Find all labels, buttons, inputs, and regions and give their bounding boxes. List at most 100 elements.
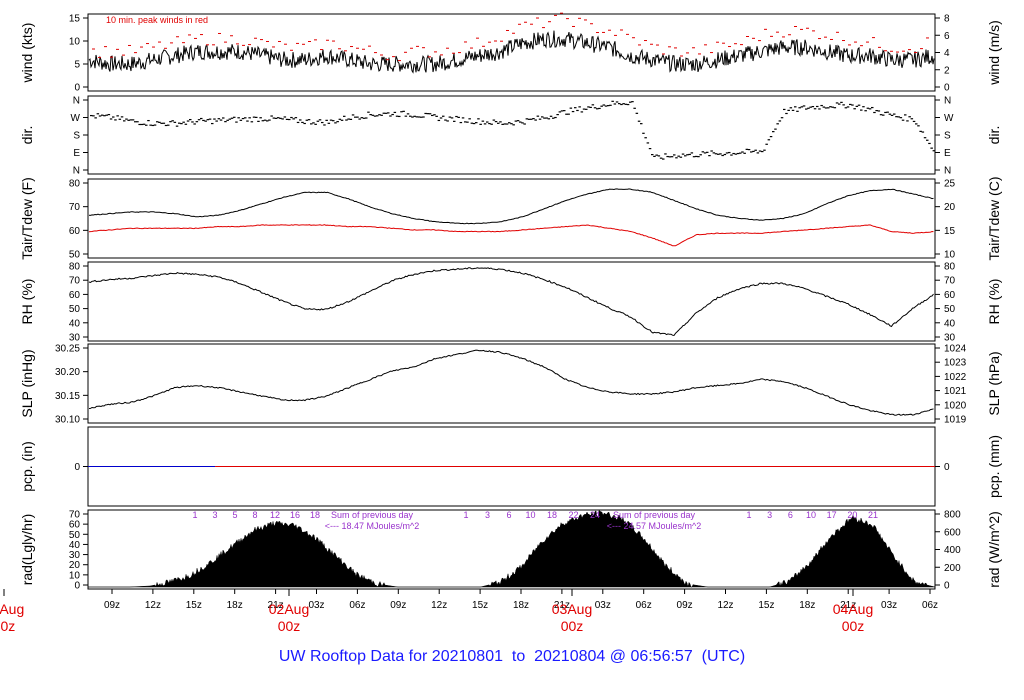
ytick-label-right-temp: 10 bbox=[944, 250, 956, 261]
rad-sum-line1: Sum of previous day bbox=[331, 510, 414, 520]
ytick-label-left-rh: 40 bbox=[69, 318, 81, 329]
ytick-label-left-temp: 80 bbox=[69, 179, 81, 190]
ytick-label-right-dir: W bbox=[944, 113, 954, 124]
xtick-label: 12z bbox=[145, 600, 161, 611]
ytick-label-right-wind: 4 bbox=[944, 48, 950, 59]
rad-hour-label: 20 bbox=[847, 510, 857, 520]
xtick-label: 12z bbox=[431, 600, 447, 611]
ytick-label-right-rh: 30 bbox=[944, 333, 956, 344]
ylabel-right-dir: dir. bbox=[986, 126, 1002, 145]
ytick-label-right-dir: N bbox=[944, 96, 951, 107]
xtick-label: 06z bbox=[636, 600, 652, 611]
ytick-label-left-rad: 10 bbox=[69, 570, 81, 581]
ylabel-right-rad: rad (W/m^2) bbox=[986, 511, 1002, 588]
chart-footer-title: UW Rooftop Data for 20210801 to 20210804… bbox=[0, 648, 1024, 666]
ytick-label-right-rad: 600 bbox=[944, 527, 961, 538]
series-tair bbox=[88, 188, 934, 225]
day-label-bottom: 00z bbox=[561, 618, 584, 634]
ytick-label-right-wind: 2 bbox=[944, 65, 950, 76]
series-tdew bbox=[88, 224, 934, 247]
ytick-label-right-rad: 800 bbox=[944, 510, 961, 521]
panel-frame-rh bbox=[87, 261, 936, 342]
rad-hour-label: 3 bbox=[212, 510, 217, 520]
rad-hour-label: 1 bbox=[463, 510, 468, 520]
ytick-label-right-rad: 200 bbox=[944, 563, 961, 574]
ytick-label-left-wind: 0 bbox=[74, 83, 80, 94]
xtick-label: 12z bbox=[717, 600, 733, 611]
ytick-label-right-rh: 40 bbox=[944, 318, 956, 329]
ylabel-left-slp: SLP (inHg) bbox=[19, 349, 35, 417]
ytick-label-left-rh: 30 bbox=[69, 333, 81, 344]
ytick-label-right-slp: 1019 bbox=[944, 415, 967, 426]
ytick-label-left-slp: 30.10 bbox=[55, 415, 80, 426]
ytick-label-left-wind: 5 bbox=[74, 60, 80, 71]
xtick-label: 15z bbox=[186, 600, 202, 611]
ytick-label-left-rad: 60 bbox=[69, 520, 81, 531]
ylabel-left-pcp: pcp. (in) bbox=[19, 441, 35, 492]
xtick-label: 21z bbox=[268, 600, 284, 611]
xtick-label: 18z bbox=[799, 600, 815, 611]
rad-hour-label: 18 bbox=[547, 510, 557, 520]
ytick-label-left-wind: 15 bbox=[69, 14, 81, 25]
series-slp bbox=[88, 349, 934, 416]
rad-hour-label: 12 bbox=[270, 510, 280, 520]
xtick-label: 21z bbox=[840, 600, 856, 611]
day-label-bottom: 00z bbox=[842, 618, 865, 634]
ytick-label-right-dir: S bbox=[944, 131, 951, 142]
ytick-label-right-rad: 0 bbox=[944, 581, 950, 592]
series-wind bbox=[88, 30, 935, 74]
xtick-label: 09z bbox=[677, 600, 693, 611]
rad-hour-label: 1 bbox=[192, 510, 197, 520]
rad-hour-label: 18 bbox=[310, 510, 320, 520]
ytick-label-right-wind: 0 bbox=[944, 83, 950, 94]
ylabel-left-wind: wind (kts) bbox=[19, 23, 35, 84]
xtick-label: 03z bbox=[595, 600, 611, 611]
rad-hour-label: 16 bbox=[290, 510, 300, 520]
ytick-label-right-rh: 60 bbox=[944, 290, 956, 301]
ylabel-right-slp: SLP (hPa) bbox=[986, 351, 1002, 415]
ytick-label-right-slp: 1020 bbox=[944, 400, 967, 411]
ytick-label-right-dir: N bbox=[944, 166, 951, 177]
day-label-top: 03Aug bbox=[552, 601, 592, 617]
rad-hour-label: 17 bbox=[827, 510, 837, 520]
day-label-bottom: 00z bbox=[0, 618, 15, 634]
rad-hour-label: 24 bbox=[590, 510, 600, 520]
ylabel-right-wind: wind (m/s) bbox=[986, 20, 1002, 86]
ytick-label-left-rh: 60 bbox=[69, 290, 81, 301]
footer-to: to bbox=[511, 648, 526, 665]
ytick-label-left-dir: N bbox=[73, 96, 80, 107]
ytick-label-right-temp: 20 bbox=[944, 202, 956, 213]
ytick-label-right-rh: 50 bbox=[944, 304, 956, 315]
xtick-label: 21z bbox=[554, 600, 570, 611]
xtick-label: 09z bbox=[104, 600, 120, 611]
xtick-label: 06z bbox=[922, 600, 938, 611]
xtick-label: 18z bbox=[513, 600, 529, 611]
footer-start-date: 20210801 bbox=[431, 648, 503, 665]
ylabel-left-dir: dir. bbox=[19, 126, 35, 145]
day-label-top: 04Aug bbox=[833, 601, 873, 617]
ytick-label-left-rh: 80 bbox=[69, 262, 81, 273]
ytick-label-right-dir: E bbox=[944, 148, 951, 159]
ytick-label-right-rad: 400 bbox=[944, 545, 961, 556]
ytick-label-right-temp: 15 bbox=[944, 226, 956, 237]
ytick-label-left-dir: E bbox=[73, 148, 80, 159]
ytick-label-left-rad: 30 bbox=[69, 550, 81, 561]
ytick-label-left-rad: 20 bbox=[69, 560, 81, 571]
ytick-label-left-rad: 50 bbox=[69, 530, 81, 541]
ytick-label-right-slp: 1022 bbox=[944, 372, 967, 383]
xtick-label: 09z bbox=[390, 600, 406, 611]
rad-hour-label: 3 bbox=[767, 510, 772, 520]
xtick-label: 03z bbox=[308, 600, 324, 611]
rad-sum-line2: <--- 24.57 MJoules/m^2 bbox=[607, 521, 702, 531]
footer-end-date: 20210804 bbox=[534, 648, 606, 665]
rad-sum-line1: Sum of previous day bbox=[613, 510, 696, 520]
ytick-label-right-wind: 6 bbox=[944, 31, 950, 42]
xtick-label: 06z bbox=[349, 600, 365, 611]
ytick-label-left-slp: 30.25 bbox=[55, 344, 80, 355]
ytick-label-right-slp: 1021 bbox=[944, 386, 967, 397]
day-label-bottom: 00z bbox=[278, 618, 301, 634]
xtick-label: 15z bbox=[472, 600, 488, 611]
day-label-top: 02Aug bbox=[269, 601, 309, 617]
ytick-label-left-wind: 10 bbox=[69, 37, 81, 48]
